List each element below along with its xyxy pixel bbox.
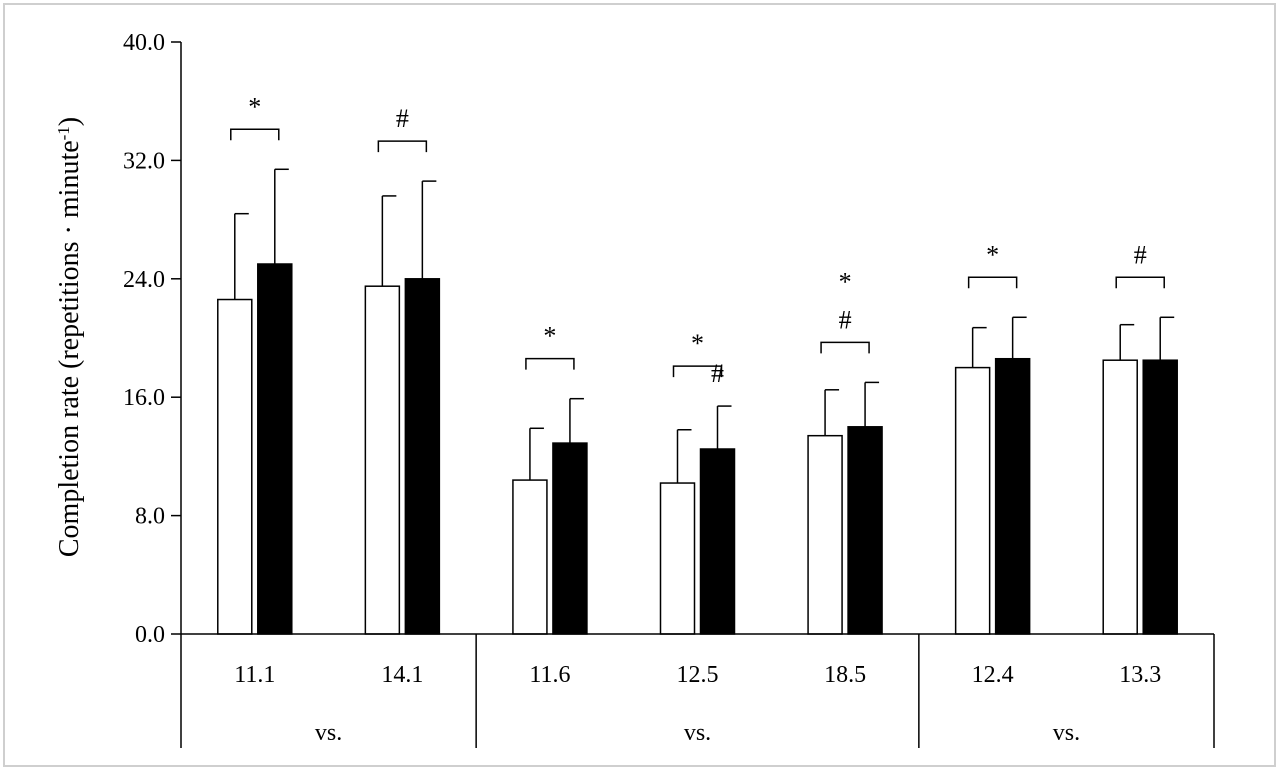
significance-marker: * (248, 92, 261, 121)
group-label: vs. (1053, 720, 1080, 746)
axes (180, 42, 1215, 748)
bar (404, 278, 441, 635)
bar (1142, 359, 1178, 635)
significance-bracket (230, 128, 280, 141)
x-tick-label: 11.6 (529, 662, 570, 688)
y-tick-label: 24.0 (123, 267, 165, 293)
x-tick-label: 18.5 (824, 662, 866, 688)
significance-bracket (672, 365, 723, 378)
significance-marker: * (986, 240, 999, 269)
bar (552, 442, 588, 635)
significance-bracket (525, 357, 575, 370)
bar (994, 357, 1031, 635)
significance-marker: # (1134, 240, 1147, 269)
x-tick-label: 12.4 (972, 662, 1014, 688)
y-tick-label: 32.0 (123, 148, 165, 174)
significance-marker: # (711, 359, 724, 388)
bar (364, 285, 401, 635)
y-axis-label-superscript: -1 (54, 126, 73, 140)
y-tick-label: 8.0 (135, 504, 165, 530)
bar (512, 479, 548, 635)
y-tick-label: 0.0 (135, 622, 165, 648)
significance-marker: * (839, 267, 852, 296)
group-label: vs. (684, 720, 711, 746)
y-axis-label: Completion rate (repetitions · minute-1) (54, 117, 85, 557)
group-label: vs. (315, 720, 342, 746)
chart-frame (3, 3, 1276, 767)
x-tick-label: 11.1 (234, 662, 275, 688)
significance-marker: # (839, 305, 852, 334)
significance-bracket (967, 276, 1018, 289)
y-axis-ticks: 0.0 8.0 16.0 24.0 32.0 40.0 (123, 30, 181, 648)
bars (217, 168, 1178, 635)
y-tick-label: 16.0 (123, 385, 165, 411)
significance-marker: * (543, 322, 556, 351)
bar (699, 448, 736, 635)
bar (847, 426, 883, 635)
x-tick-label: 13.3 (1119, 662, 1161, 688)
significance-bracket (1115, 276, 1165, 289)
bar (954, 366, 991, 635)
x-tick-label: 12.5 (677, 662, 719, 688)
y-tick-label: 40.0 (123, 30, 165, 56)
significance-marker: * (691, 329, 704, 358)
bar (257, 263, 293, 635)
bar (807, 434, 843, 635)
bar (1102, 359, 1138, 635)
significance-bracket (377, 140, 428, 153)
significance-marker: # (396, 104, 409, 133)
significance-annotations: * #* *#*#* # (230, 92, 1165, 388)
y-axis-label-close: ) (54, 117, 85, 126)
bar (217, 298, 253, 635)
bar (659, 482, 696, 635)
x-axis-labels: 11.1 14.1 11.6 12.5 18.5 12.4 13.3 vs. vs. vs. (234, 662, 1161, 746)
significance-bracket (820, 341, 870, 354)
x-tick-label: 14.1 (381, 662, 423, 688)
